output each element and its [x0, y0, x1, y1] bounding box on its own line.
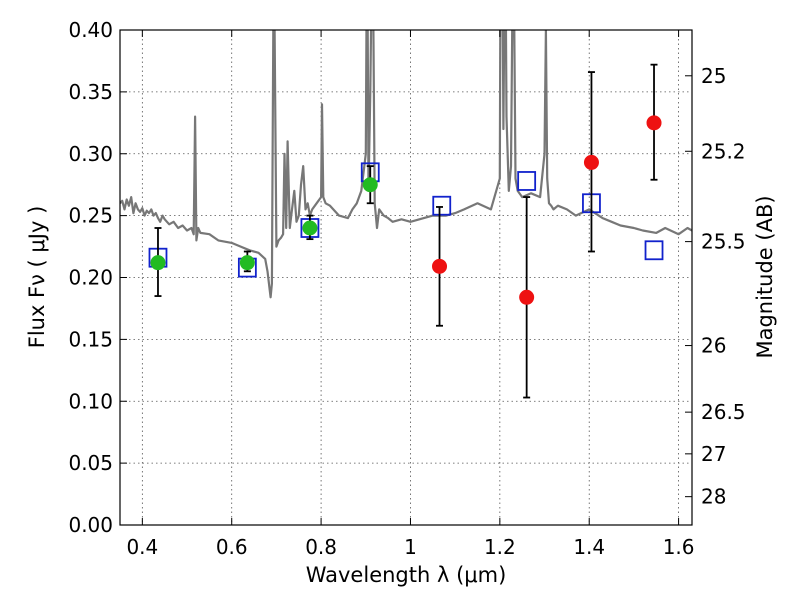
y-axis-label-right: Magnitude (AB): [753, 195, 777, 358]
x-axis-label: Wavelength λ (μm): [306, 563, 507, 587]
grid: [120, 30, 692, 525]
mag-tick-label: 25.2: [701, 139, 746, 163]
x-tick-label: 1.2: [484, 535, 516, 559]
green-point: [362, 177, 378, 193]
mag-tick-label: 25.5: [701, 230, 746, 254]
model-square-marker: [644, 240, 664, 261]
y-tick-label: 0.20: [68, 266, 113, 290]
x-tick-label: 0.6: [216, 535, 248, 559]
model-square-marker: [517, 171, 537, 191]
x-tick-label: 1.4: [573, 535, 605, 559]
y-tick-label: 0.10: [68, 389, 113, 413]
green-point: [150, 255, 166, 271]
green-point: [302, 220, 318, 236]
x-tick-label: 1: [404, 535, 417, 559]
y-tick-label: 0.30: [68, 142, 113, 166]
y-tick-label: 0.40: [68, 18, 113, 42]
red-point: [583, 154, 599, 170]
mag-tick-label: 26: [701, 334, 726, 358]
y-tick-label: 0.00: [68, 513, 113, 537]
y-tick-label: 0.25: [68, 204, 113, 228]
y-tick-label: 0.15: [68, 327, 113, 351]
spectrum: [120, 30, 692, 299]
red-point: [432, 258, 448, 274]
mag-tick-label: 25: [701, 64, 726, 88]
data-marks: [148, 63, 664, 399]
x-tick-label: 1.6: [663, 535, 695, 559]
mag-tick-label: 27: [701, 442, 726, 466]
mag-tick-label: 28: [701, 485, 726, 509]
model-square-marker: [432, 195, 452, 216]
red-point: [646, 115, 662, 131]
x-tick-label: 0.8: [305, 535, 337, 559]
x-tick-label: 0.4: [126, 535, 158, 559]
mag-tick-label: 26.5: [701, 400, 746, 424]
red-point: [519, 289, 535, 305]
spectrum-line: [120, 30, 692, 299]
y-tick-label: 0.05: [68, 451, 113, 475]
axis-ticks: 0.4 0.6 0.8 1 1.2 1.4 1.6 0.00 0.05 0.10 0.15 0.20 0…: [68, 18, 745, 559]
green-point: [239, 255, 255, 271]
y-tick-label: 0.35: [68, 80, 113, 104]
y-axis-label: Flux Fν ( μJy ): [25, 206, 49, 349]
